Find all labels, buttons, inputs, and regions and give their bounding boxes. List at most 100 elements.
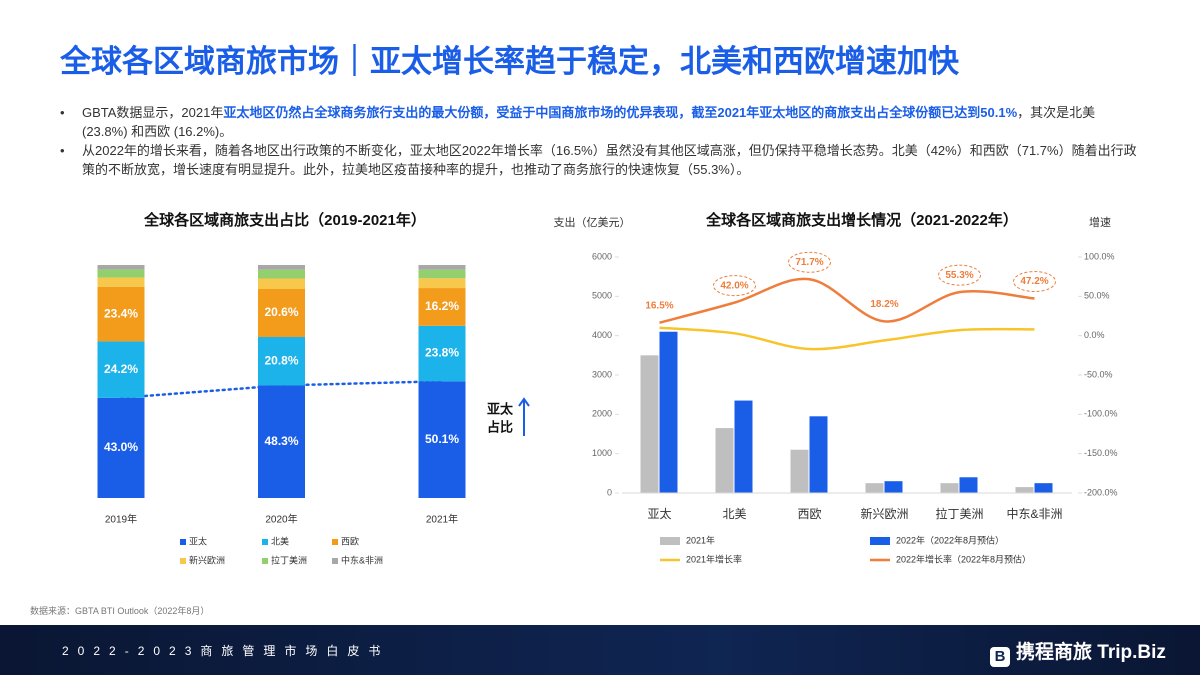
logo: B 携程商旅 Trip.Biz <box>990 637 1166 667</box>
y2-tick-label: -50.0% <box>1084 369 1113 379</box>
data-label: 23.4% <box>104 306 138 320</box>
legend-marker <box>660 537 680 545</box>
legend-marker <box>870 537 890 545</box>
bar-segment <box>97 397 145 498</box>
legend-label: 2021年增长率 <box>686 553 742 564</box>
legend-label: 新兴欧洲 <box>189 554 225 565</box>
data-label: 20.6% <box>264 305 298 319</box>
x-tick-label: 北美 <box>722 507 746 521</box>
y2-tick-label: 50.0% <box>1084 291 1110 301</box>
footer-text: 2022-2023商旅管理市场白皮书 <box>62 644 390 658</box>
bar <box>790 449 809 493</box>
x-tick-label: 2021年 <box>426 513 458 526</box>
annotation-arrow <box>518 397 530 436</box>
bar-segment <box>418 325 466 382</box>
y2-tick-label: 0.0% <box>1084 330 1105 340</box>
legend-label: 拉丁美洲 <box>271 554 307 565</box>
bar-segment <box>418 265 466 270</box>
x-tick-label: 西欧 <box>797 507 821 521</box>
x-tick-label: 亚太 <box>647 506 671 521</box>
bullet-text: GBTA数据显示，2021年 <box>82 105 224 120</box>
legend-label: 亚太 <box>189 535 207 546</box>
bar-segment <box>97 265 145 270</box>
legend-marker <box>262 539 268 545</box>
label-circle <box>938 264 981 286</box>
bar-segment <box>418 381 466 498</box>
bullet-text: 从2022年的增长来看，随着各地区出行政策的不断变化，亚太地区2022年增长率（… <box>82 143 1137 177</box>
bar-segment <box>258 265 305 270</box>
data-label: 24.2% <box>104 362 138 376</box>
data-label: 55.3% <box>945 270 973 281</box>
bar-segment <box>258 278 305 289</box>
y2-tick-label: 100.0% <box>1084 251 1115 261</box>
logo-text: 携程商旅 Trip.Biz <box>1016 642 1166 663</box>
legend-label: 2021年 <box>686 534 715 545</box>
legend-label: 2022年（2022年8月预估） <box>896 534 1004 545</box>
annotation: 亚太 <box>487 401 514 416</box>
bar <box>734 400 753 493</box>
y2-tick-label: -200.0% <box>1084 487 1118 497</box>
label-circle <box>713 275 756 297</box>
y-axis-title: 支出（亿美元） <box>554 215 631 229</box>
data-label: 16.5% <box>645 300 673 311</box>
y2-axis-title: 增速 <box>1089 215 1111 229</box>
line <box>659 326 1035 351</box>
bar <box>959 477 978 493</box>
data-label: 43.0% <box>104 440 138 454</box>
legend-label: 2022年增长率（2022年8月预估） <box>896 553 1031 564</box>
bar-segment <box>258 269 305 279</box>
y-tick-label: 5000 <box>592 291 612 301</box>
bar-segment <box>97 277 145 287</box>
x-tick-label: 2020年 <box>265 513 297 526</box>
bullet: GBTA数据显示，2021年亚太地区仍然占全球商务旅行支出的最大份额，受益于中国… <box>60 103 1140 141</box>
bar <box>865 483 884 493</box>
data-label: 23.8% <box>425 346 459 360</box>
source: 数据来源：GBTA BTI Outlook（2022年8月） <box>30 606 210 616</box>
data-label: 20.8% <box>264 353 298 367</box>
footer-bar: 2022-2023商旅管理市场白皮书 B 携程商旅 Trip.Biz <box>0 625 1200 675</box>
bar <box>659 331 678 493</box>
bar <box>884 481 903 493</box>
legend-label: 西欧 <box>341 535 359 546</box>
bar-segment <box>418 278 466 289</box>
legend-marker <box>332 539 338 545</box>
data-label: 48.3% <box>264 434 298 448</box>
line <box>659 277 1035 324</box>
bar <box>715 428 734 493</box>
y2-tick-label: -150.0% <box>1084 448 1118 458</box>
y-tick-label: 0 <box>607 487 612 497</box>
bar-segment <box>418 288 466 326</box>
chart-title: 全球各区域商旅支出增长情况（2021-2022年） <box>705 211 1018 229</box>
legend-label: 北美 <box>271 535 289 546</box>
bar <box>1034 483 1053 493</box>
legend-marker <box>180 539 186 545</box>
bullets: GBTA数据显示，2021年亚太地区仍然占全球商务旅行支出的最大份额，受益于中国… <box>60 103 1140 179</box>
bar-segment <box>258 385 305 498</box>
legend-marker <box>262 558 268 564</box>
data-label: 16.2% <box>425 299 459 313</box>
x-tick-label: 拉丁美洲 <box>935 506 983 521</box>
bar-segment <box>258 288 305 337</box>
data-label: 18.2% <box>870 299 898 310</box>
label-circle <box>788 251 831 273</box>
bar <box>940 483 959 493</box>
bar <box>640 355 659 493</box>
bar-segment <box>97 341 145 398</box>
data-label: 47.2% <box>1020 276 1048 287</box>
legend-marker <box>332 558 338 564</box>
charts: 全球各区域商旅支出占比（2019-2021年） 43.0% 24.2% 23.4% 20… <box>97 211 1118 565</box>
bullet-text: ，其次是北美 (23.8%) 和西欧 (16.2%)。 <box>82 105 1096 139</box>
label-circle <box>1013 271 1056 293</box>
x-tick-label: 中东&非洲 <box>1006 506 1062 521</box>
bar-segment <box>97 286 145 342</box>
y-tick-label: 6000 <box>592 251 612 261</box>
y-tick-label: 3000 <box>592 369 612 379</box>
y-tick-label: 1000 <box>592 448 612 458</box>
y-tick-label: 2000 <box>592 409 612 419</box>
data-label: 71.7% <box>795 257 823 268</box>
x-tick-label: 2019年 <box>105 513 137 526</box>
y2-tick-label: -100.0% <box>1084 409 1118 419</box>
data-label: 42.0% <box>720 280 748 291</box>
bullet: 从2022年的增长来看，随着各地区出行政策的不断变化，亚太地区2022年增长率（… <box>60 141 1140 179</box>
